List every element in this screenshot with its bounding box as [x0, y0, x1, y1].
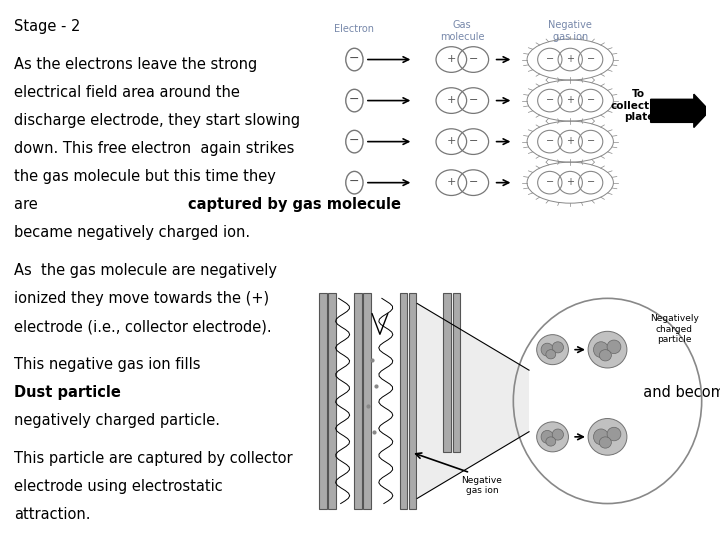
- Text: +: +: [566, 53, 575, 64]
- Text: +: +: [566, 94, 575, 105]
- Text: −: −: [469, 177, 478, 187]
- Text: As the electrons leave the strong: As the electrons leave the strong: [14, 57, 258, 72]
- Text: −: −: [469, 94, 478, 105]
- Text: −: −: [349, 52, 360, 65]
- Text: Electron: Electron: [334, 24, 374, 33]
- Text: −: −: [349, 134, 360, 147]
- Text: This negative gas ion fills: This negative gas ion fills: [14, 357, 205, 372]
- Ellipse shape: [536, 422, 569, 452]
- Polygon shape: [417, 303, 529, 498]
- Text: −: −: [349, 175, 360, 188]
- Text: −: −: [469, 53, 478, 64]
- Text: Stage - 2: Stage - 2: [14, 19, 81, 34]
- Text: +: +: [446, 136, 456, 146]
- Text: Negative
gas ion: Negative gas ion: [549, 20, 592, 42]
- Text: became negatively charged ion.: became negatively charged ion.: [14, 225, 251, 240]
- Ellipse shape: [546, 350, 556, 359]
- Text: +: +: [446, 177, 456, 187]
- Bar: [319, 293, 327, 509]
- Text: −: −: [587, 94, 595, 105]
- Text: are: are: [14, 197, 42, 212]
- Bar: [364, 293, 372, 509]
- Text: negatively charged particle.: negatively charged particle.: [14, 413, 220, 428]
- Text: electrical field area around the: electrical field area around the: [14, 85, 240, 100]
- Bar: [452, 293, 460, 453]
- Text: +: +: [566, 136, 575, 146]
- Ellipse shape: [588, 332, 627, 368]
- Text: captured by gas molecule: captured by gas molecule: [189, 197, 401, 212]
- Text: To
collection
plate: To collection plate: [611, 89, 667, 122]
- Ellipse shape: [536, 335, 569, 365]
- Ellipse shape: [593, 429, 608, 445]
- Ellipse shape: [552, 342, 564, 353]
- Ellipse shape: [599, 350, 611, 361]
- Bar: [354, 293, 362, 509]
- Text: −: −: [546, 53, 554, 64]
- Ellipse shape: [607, 340, 621, 354]
- Ellipse shape: [546, 437, 556, 446]
- Ellipse shape: [541, 430, 554, 443]
- Bar: [328, 293, 336, 509]
- Text: and becoming: and becoming: [634, 385, 720, 400]
- Text: −: −: [587, 177, 595, 187]
- Text: Negative
gas ion: Negative gas ion: [462, 476, 503, 495]
- Text: down. This free electron  again strikes: down. This free electron again strikes: [14, 141, 294, 156]
- Text: electrode (i.e., collector electrode).: electrode (i.e., collector electrode).: [14, 319, 272, 334]
- Ellipse shape: [607, 427, 621, 441]
- Text: −: −: [587, 53, 595, 64]
- Text: discharge electrode, they start slowing: discharge electrode, they start slowing: [14, 113, 300, 128]
- Text: the gas molecule but this time they: the gas molecule but this time they: [14, 169, 276, 184]
- Text: −: −: [587, 136, 595, 146]
- Text: As  the gas molecule are negatively: As the gas molecule are negatively: [14, 263, 277, 278]
- Text: +: +: [446, 94, 456, 105]
- Text: −: −: [469, 136, 478, 146]
- Text: attraction.: attraction.: [14, 507, 91, 522]
- Text: +: +: [446, 53, 456, 64]
- Bar: [408, 293, 416, 509]
- Bar: [400, 293, 408, 509]
- Bar: [443, 293, 451, 453]
- Ellipse shape: [541, 343, 554, 356]
- Text: −: −: [546, 136, 554, 146]
- Text: Dust particle: Dust particle: [14, 385, 121, 400]
- Text: +: +: [566, 177, 575, 187]
- Ellipse shape: [593, 342, 608, 357]
- Ellipse shape: [552, 429, 564, 440]
- Text: −: −: [546, 94, 554, 105]
- Ellipse shape: [599, 437, 611, 448]
- Text: ionized they move towards the (+): ionized they move towards the (+): [14, 291, 269, 306]
- Text: Negatively
charged
particle: Negatively charged particle: [649, 314, 698, 344]
- FancyArrow shape: [651, 94, 709, 127]
- Text: This particle are captured by collector: This particle are captured by collector: [14, 451, 293, 466]
- Text: −: −: [349, 93, 360, 106]
- Text: Gas
molecule: Gas molecule: [440, 20, 485, 42]
- Ellipse shape: [588, 418, 627, 455]
- Text: electrode using electrostatic: electrode using electrostatic: [14, 479, 223, 494]
- Text: −: −: [546, 177, 554, 187]
